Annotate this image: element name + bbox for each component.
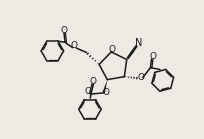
Text: O: O <box>85 87 92 96</box>
Text: N: N <box>134 38 142 48</box>
Text: O: O <box>89 77 96 86</box>
Text: O: O <box>108 45 115 54</box>
Text: O: O <box>137 73 144 82</box>
Text: O: O <box>148 52 155 61</box>
Polygon shape <box>102 80 107 93</box>
Text: O: O <box>102 88 109 97</box>
Text: O: O <box>70 41 77 50</box>
Polygon shape <box>126 51 133 59</box>
Text: O: O <box>60 26 67 35</box>
